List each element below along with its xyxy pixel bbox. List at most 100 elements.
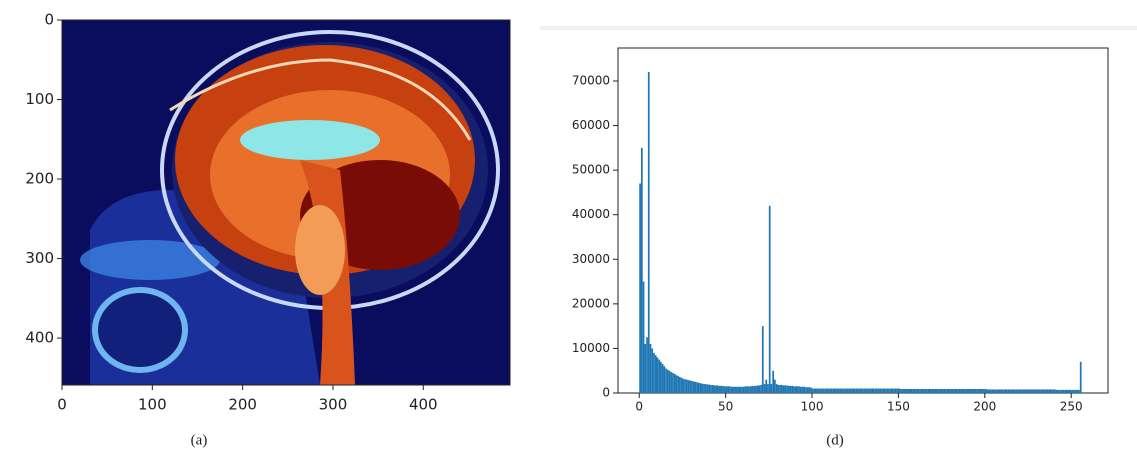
histogram-bar — [1026, 389, 1029, 393]
histogram-bar — [896, 388, 899, 393]
histogram-bar — [1034, 389, 1037, 393]
histogram-bar — [844, 388, 847, 393]
histogram-bar — [696, 382, 698, 393]
histogram-bar — [739, 386, 742, 393]
histogram-bar — [806, 387, 809, 393]
histogram-bar — [837, 388, 840, 393]
histogram-bar — [708, 384, 711, 393]
y-tick-label: 0 — [602, 386, 610, 400]
histogram-bar — [801, 386, 804, 393]
histogram-bar — [822, 388, 825, 393]
histogram-bar — [898, 388, 901, 393]
histogram-bar — [962, 388, 965, 393]
histogram-bar — [640, 147, 643, 393]
histogram-bar — [817, 388, 819, 393]
histogram-bar — [1000, 389, 1003, 393]
histogram-bar — [751, 385, 754, 393]
histogram-bar — [779, 384, 781, 393]
histogram-bar — [642, 281, 645, 393]
histogram-bar — [825, 388, 828, 393]
histogram-bar — [734, 386, 737, 393]
x-tick-label: 100 — [801, 400, 824, 414]
histogram-bar — [717, 385, 719, 393]
histogram-bar — [988, 389, 990, 393]
histogram-bar — [746, 386, 749, 393]
histogram-bar — [900, 388, 902, 393]
histogram-bar — [1053, 389, 1056, 393]
histogram-bar — [765, 379, 768, 393]
histogram-bar — [720, 385, 723, 393]
x-tick-label: 300 — [319, 396, 348, 414]
histogram-bar — [939, 388, 942, 393]
caption: (a) — [191, 432, 208, 448]
histogram-bar — [703, 384, 705, 393]
y-tick-label: 10000 — [572, 341, 610, 355]
histogram-bar — [901, 388, 904, 393]
histogram-bar — [1019, 389, 1022, 393]
histogram-bar — [1012, 389, 1015, 393]
histogram-bar — [929, 388, 932, 393]
histogram-bar — [715, 385, 718, 393]
histogram-bar — [748, 386, 750, 393]
histogram-bar — [931, 388, 933, 393]
histogram-bar — [711, 384, 714, 393]
histogram-bar — [1048, 389, 1051, 393]
histogram-bar — [782, 385, 785, 393]
histogram-bar — [995, 389, 997, 393]
histogram-bar — [888, 388, 890, 393]
histogram-bar — [772, 370, 775, 393]
histogram-bar — [691, 380, 693, 393]
histogram-bar — [672, 372, 674, 393]
histogram-bar — [651, 348, 654, 393]
histogram-bar — [818, 388, 821, 393]
histogram-bar — [831, 388, 833, 393]
caption: (d) — [826, 432, 844, 448]
mri-image — [62, 20, 510, 385]
x-tick-label: 200 — [228, 396, 257, 414]
histogram-bar — [924, 388, 927, 393]
histogram-bar — [812, 388, 814, 393]
histogram-bar — [718, 385, 721, 393]
histogram-bar — [832, 388, 835, 393]
histogram-bar — [699, 383, 702, 393]
histogram-bar — [865, 388, 868, 393]
histogram-bar — [977, 388, 980, 393]
histogram-bar — [993, 389, 996, 393]
histogram-bar — [1050, 389, 1053, 393]
histogram-bar — [774, 379, 776, 393]
histogram-bar — [798, 386, 800, 393]
histogram-bar — [872, 388, 875, 393]
x-tick-label: 400 — [409, 396, 438, 414]
y-tick-label: 400 — [25, 329, 54, 347]
histogram-bar — [974, 388, 977, 393]
histogram-bar — [704, 384, 707, 393]
histogram-bar — [665, 368, 667, 393]
histogram-bar — [981, 388, 984, 393]
histogram-bar — [659, 361, 662, 393]
histogram-bar — [775, 384, 778, 393]
histogram-bar — [1052, 389, 1054, 393]
histogram-bar — [794, 386, 797, 393]
histogram-bar — [1033, 389, 1035, 393]
histogram-bar — [1038, 389, 1041, 393]
histogram-bar — [886, 388, 889, 393]
histogram-bar — [965, 388, 968, 393]
histogram-bar — [853, 388, 856, 393]
histogram-bar — [770, 384, 773, 393]
histogram-bar — [989, 389, 992, 393]
histogram-bar — [697, 382, 700, 393]
histogram-bar — [780, 384, 783, 393]
histogram-bar — [687, 380, 690, 393]
histogram-bar — [723, 386, 726, 393]
histogram-bar — [1078, 389, 1080, 393]
histogram-bar — [972, 388, 975, 393]
y-tick-label: 200 — [25, 170, 54, 188]
histogram-bar — [1007, 389, 1009, 393]
histogram-bar — [1014, 389, 1016, 393]
histogram-bar — [1055, 389, 1058, 393]
histogram-bar — [647, 72, 650, 394]
histogram-bar — [967, 388, 970, 393]
histogram-bar — [677, 376, 679, 393]
histogram-bar — [820, 388, 823, 393]
histogram-bar — [1015, 389, 1018, 393]
